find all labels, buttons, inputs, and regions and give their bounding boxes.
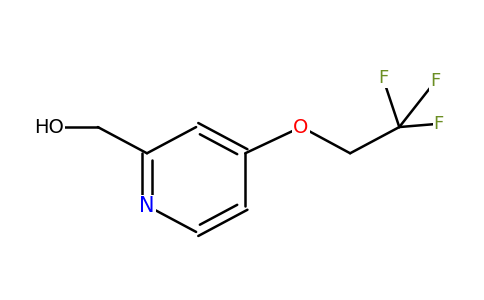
- Text: HO: HO: [34, 118, 63, 136]
- Text: N: N: [139, 196, 155, 216]
- Text: F: F: [430, 72, 440, 90]
- Text: F: F: [378, 69, 388, 87]
- Text: O: O: [293, 118, 309, 136]
- Text: F: F: [434, 115, 444, 133]
